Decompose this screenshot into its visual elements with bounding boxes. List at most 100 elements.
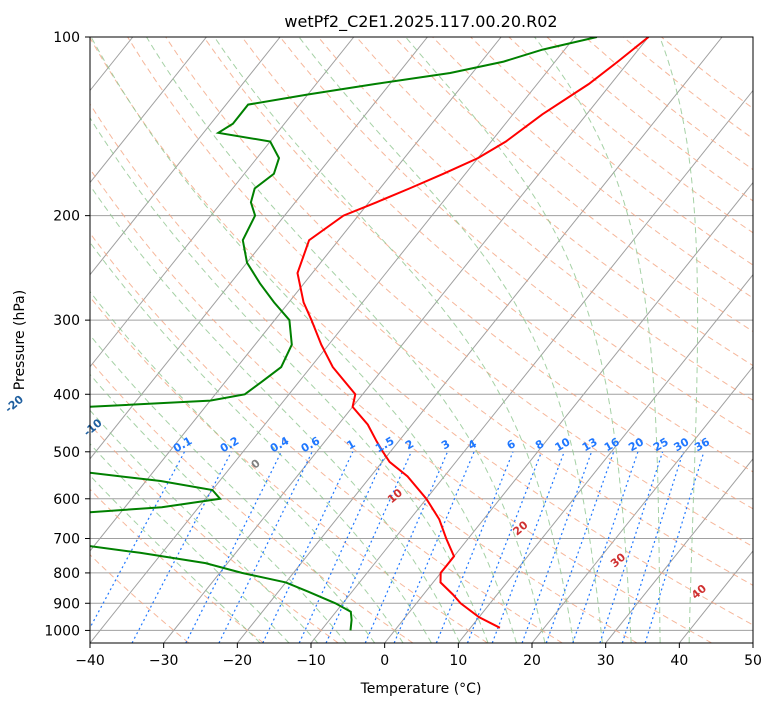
isotherm-line — [310, 89, 753, 643]
y-tick-label: 200 — [53, 209, 80, 225]
isotherm-line — [163, 37, 649, 643]
y-tick-label: 400 — [53, 387, 80, 403]
mixing-ratio-line — [393, 451, 475, 643]
background-lines — [0, 37, 753, 643]
moist-adiabat-line — [534, 37, 661, 643]
plot-frame — [89, 36, 754, 644]
y-tick-label: 100 — [53, 30, 80, 46]
isotherm-line — [0, 37, 59, 643]
x-tick-label: 0 — [380, 653, 389, 669]
moist-adiabat-line — [90, 290, 404, 643]
y-axis-label: Pressure (hPa) — [12, 290, 28, 390]
mixing-ratio-line — [218, 451, 313, 643]
x-tick-label: 30 — [597, 653, 615, 669]
x-axis-label: Temperature (°C) — [360, 681, 482, 697]
mixing-ratio-label: 4 — [466, 437, 479, 452]
dry-adiabat-line — [90, 296, 488, 643]
dry-adiabat-line — [90, 232, 563, 643]
moist-adiabat-line — [90, 116, 489, 643]
mixing-ratio-line — [131, 451, 232, 643]
moist-adiabat-line — [90, 474, 261, 643]
moist-adiabat-line — [405, 37, 632, 643]
dry-adiabat-line — [90, 168, 638, 643]
moist-adiabat-line — [90, 37, 517, 643]
y-tick-label: 700 — [53, 532, 80, 548]
mixing-ratio-line — [435, 451, 514, 643]
dry-adiabat-label: -20 — [2, 393, 26, 416]
y-tick-label: 1000 — [44, 623, 80, 639]
mixing-ratio-label: 3 — [439, 437, 452, 452]
moist-adiabat-label: 30 — [608, 550, 628, 570]
dry-adiabat-line — [165, 37, 753, 548]
moist-adiabat-line — [90, 443, 290, 643]
line-labels: 0.10.20.40.611.52346810131620253036-100-… — [2, 393, 712, 602]
mixing-ratio-label: 6 — [505, 437, 518, 452]
chart-title: wetPf2_C2E1.2025.117.00.20.R02 — [284, 12, 557, 32]
mixing-ratio-line — [545, 451, 615, 643]
dry-adiabat-line — [90, 359, 414, 643]
x-tick-label: −30 — [149, 653, 179, 669]
moist-adiabat-line — [213, 37, 575, 643]
x-tick-label: 50 — [744, 653, 762, 669]
mixing-ratio-line — [90, 451, 186, 630]
dewpoint-profile-line — [90, 37, 598, 631]
mixing-ratio-line — [644, 451, 705, 643]
isotherm-line — [457, 273, 753, 643]
dry-adiabat-line — [90, 103, 712, 643]
axis-ticks: −40 −30 −20 −10 0 10 20 30 40 5010020030040050060… — [44, 30, 762, 669]
x-tick-label: −20 — [223, 653, 253, 669]
profile-series — [90, 37, 650, 631]
dry-adiabat-line — [546, 37, 753, 202]
mixing-ratio-line — [572, 451, 639, 643]
mixing-ratio-line — [621, 451, 684, 643]
isotherm-line — [531, 365, 753, 643]
y-tick-label: 600 — [53, 492, 80, 508]
y-tick-label: 500 — [53, 445, 80, 461]
x-tick-label: 40 — [670, 653, 688, 669]
moist-adiabat-line — [90, 241, 432, 643]
moist-adiabat-label: 0 — [249, 456, 263, 471]
y-tick-label: 900 — [53, 596, 80, 612]
dry-adiabat-line — [203, 37, 753, 510]
dry-adiabat-line — [90, 554, 190, 643]
isotherm-line — [90, 37, 428, 460]
isotherm-line — [752, 642, 753, 643]
x-tick-label: −40 — [75, 653, 105, 669]
mixing-ratio-line — [466, 451, 543, 643]
mixing-ratio-label: 2 — [403, 437, 416, 452]
temperature-profile-line — [296, 37, 650, 629]
moist-adiabat-label: 10 — [385, 486, 405, 506]
dry-adiabat-line — [584, 37, 753, 171]
dry-adiabat-line — [508, 37, 753, 234]
isotherm-line — [236, 37, 723, 643]
x-tick-label: −10 — [296, 653, 326, 669]
dry-adiabat-line — [394, 37, 753, 333]
moist-adiabat-line — [298, 37, 603, 643]
isotherm-line — [90, 37, 355, 368]
moist-adiabat-line — [659, 37, 699, 643]
moist-adiabat-line — [90, 373, 347, 643]
mixing-ratio-line — [262, 451, 354, 643]
y-tick-label: 300 — [53, 313, 80, 329]
mixing-ratio-line — [185, 451, 282, 643]
mixing-ratio-line — [298, 451, 388, 643]
isotherm-line — [90, 37, 207, 184]
isotherm-line — [384, 181, 753, 643]
dry-adiabat-line — [317, 37, 753, 401]
isotherm-line — [678, 550, 753, 643]
dry-adiabat-line — [470, 37, 753, 266]
x-tick-label: 20 — [523, 653, 541, 669]
dry-adiabat-label: -10 — [81, 416, 105, 439]
y-tick-label: 800 — [53, 566, 80, 582]
dry-adiabat-line — [241, 37, 753, 473]
x-tick-label: 10 — [449, 653, 467, 669]
moist-adiabat-line — [90, 409, 319, 643]
isotherm-line — [90, 37, 281, 276]
moist-adiabat-line — [146, 37, 546, 643]
isotherm-line — [90, 37, 576, 643]
mixing-ratio-label: 8 — [533, 437, 546, 452]
mixing-ratio-line — [491, 451, 565, 643]
mixing-ratio-line — [599, 451, 664, 643]
